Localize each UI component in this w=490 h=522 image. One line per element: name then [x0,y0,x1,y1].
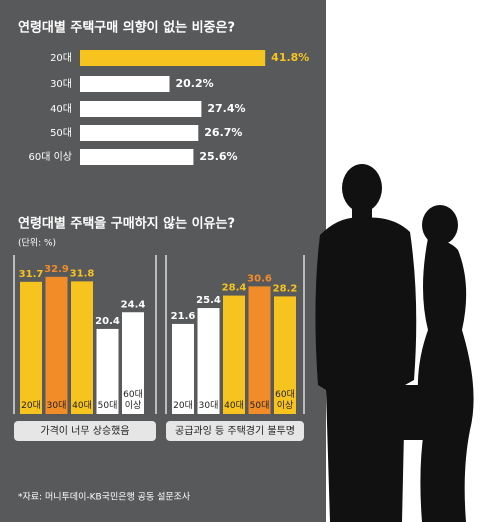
value-label: 28.4 [222,283,247,294]
category-label-box: 50대 [97,401,118,411]
bar [274,296,296,414]
category-label-box: 20대 [173,401,193,411]
category-label-box: 30대 [46,401,67,411]
silhouettes [315,164,474,522]
value-label: 25.6% [199,150,237,163]
value-label: 24.4 [121,299,146,310]
category-label: 40대 [72,401,92,411]
bar [45,276,68,414]
value-label: 31.7 [19,269,44,280]
category-label: 20대 [173,401,193,411]
bar [197,308,220,414]
value-label: 31.8 [70,268,95,279]
bar [80,101,202,117]
value-label: 20.2% [175,77,213,90]
category-label: 30대 [198,401,219,411]
value-label: 30.6 [247,273,272,284]
chart-subtitle: (단위: %) [18,238,56,249]
bar [248,286,271,414]
chart-title: 연령대별 주택구매 의향이 없는 비중은? [18,20,235,36]
category-label: 60대 이상 [28,151,72,163]
value-label: 20.4 [95,316,120,327]
group-label-box [14,421,156,441]
value-label: 21.6 [171,311,196,322]
category-label: 50대 [249,401,270,411]
value-label: 28.2 [273,283,298,294]
category-label-box: 20대 [21,401,41,411]
category-label-box: 30대 [198,401,219,411]
category-label: 30대 [46,401,67,411]
bar [80,149,194,165]
bar [80,125,199,141]
value-label: 25.4 [196,295,221,306]
chart-title: 연령대별 주택을 구매하지 않는 이유는? [18,216,235,232]
group-label: 공급과잉 등 주택경기 불투명 [175,424,295,437]
bar [20,281,42,414]
bar [71,281,93,414]
bar [172,323,194,414]
category-label: 60대 이상 [123,390,143,411]
category-label: 20대 [21,401,41,411]
category-label: 60대 이상 [275,390,295,411]
bar [80,50,266,66]
group-label: 가격이 너무 상승했음 [40,424,129,437]
bar [122,312,144,414]
bar [96,328,119,414]
value-label: 27.4% [207,102,245,115]
category-label-box: 40대 [72,401,92,411]
value-label: 32.9 [44,264,69,275]
category-label-box: 50대 [249,401,270,411]
category-label: 40대 [224,401,244,411]
bar [80,76,170,92]
source-note: *자료: 머니투데이-KB국민은행 공동 설문조사 [18,491,191,503]
bar [223,295,245,414]
category-label-box: 60대 이상 [123,390,143,411]
category-label: 30대 [50,78,72,90]
category-label-box: 40대 [224,401,244,411]
value-label: 26.7% [204,126,242,139]
category-label: 40대 [50,103,72,115]
category-label: 50대 [50,127,72,139]
category-label-box: 60대 이상 [275,390,295,411]
group-label-box [166,421,304,441]
value-label: 41.8% [271,51,309,64]
category-label: 20대 [50,52,72,64]
category-label: 50대 [97,401,118,411]
